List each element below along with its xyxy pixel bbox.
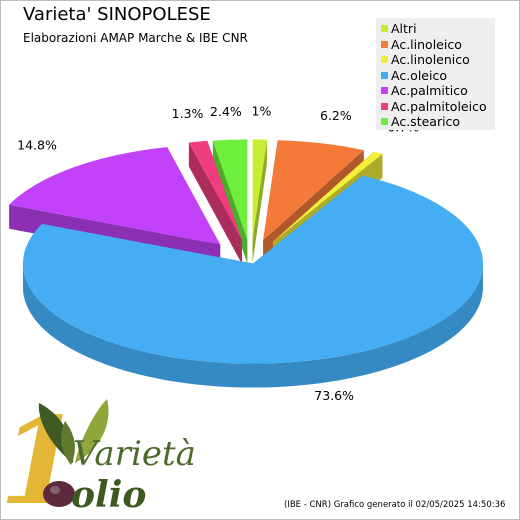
slice-percent-label: 2.4%: [210, 104, 242, 119]
legend-swatch: [381, 71, 388, 79]
legend-label: Ac.linolenico: [391, 52, 470, 67]
legend-label: Ac.oleico: [391, 67, 447, 83]
chart-subtitle: Elaborazioni AMAP Marche & IBE CNR: [23, 31, 248, 45]
logo-word-varieta: Varietà: [73, 434, 196, 474]
legend-item: Ac.palmitico: [376, 83, 495, 99]
pie-slice: [252, 139, 267, 240]
legend-swatch: [381, 40, 388, 48]
legend-swatch: [381, 25, 388, 32]
slice-percent-label: 1%: [252, 103, 272, 118]
pie-slice: [22, 175, 483, 364]
legend-swatch: [381, 118, 388, 125]
footer-timestamp: (IBE - CNR) Grafico generato il 02/05/20…: [284, 500, 506, 510]
logo-leaf-light: [75, 399, 109, 463]
pie-slice: [188, 140, 242, 240]
pie-slice: [263, 140, 364, 241]
legend-label: Ac.linoleico: [391, 36, 462, 52]
pie-slice-side: [188, 142, 242, 264]
legend-label: Ac.stearico: [391, 114, 461, 129]
slice-percent-label: 73.6%: [314, 388, 354, 403]
logo-olive-shine: [50, 486, 60, 494]
pie-slice: [212, 139, 248, 240]
pie-slice-side: [252, 139, 267, 264]
logo-word-olio: olio: [71, 474, 146, 516]
slice-percent-label: 14.8%: [17, 137, 57, 152]
chart-legend: Altri Ac.linoleico Ac.linolenico Ac.oleico A…: [376, 18, 495, 130]
legend-swatch: [381, 87, 388, 94]
legend-label: Ac.palmitoleico: [391, 98, 487, 114]
varieta-olio-logo: 1 Varietà olio: [1, 391, 196, 519]
legend-item: Ac.stearico: [376, 114, 495, 130]
legend-item: Ac.linoleico: [376, 37, 495, 53]
legend-swatch: [381, 102, 388, 110]
legend-label: Ac.palmitico: [391, 83, 468, 98]
pie-slice: [9, 147, 221, 245]
legend-item: Altri: [376, 21, 495, 37]
legend-item: Ac.oleico: [376, 68, 495, 84]
legend-item: Ac.palmitoleico: [376, 99, 495, 115]
slice-percent-label: 6.2%: [320, 108, 352, 123]
chart-title: Varieta' SINOPOLESE: [23, 4, 211, 25]
legend-swatch: [381, 56, 388, 63]
logo-leaf-mid: [61, 421, 75, 465]
logo-olive: [43, 481, 75, 507]
legend-label: Altri: [391, 21, 417, 36]
pie-slice: [272, 151, 383, 242]
legend-item: Ac.linolenico: [376, 52, 495, 68]
pie-slice-side: [22, 263, 483, 388]
slice-percent-label: 1.3%: [172, 106, 204, 121]
